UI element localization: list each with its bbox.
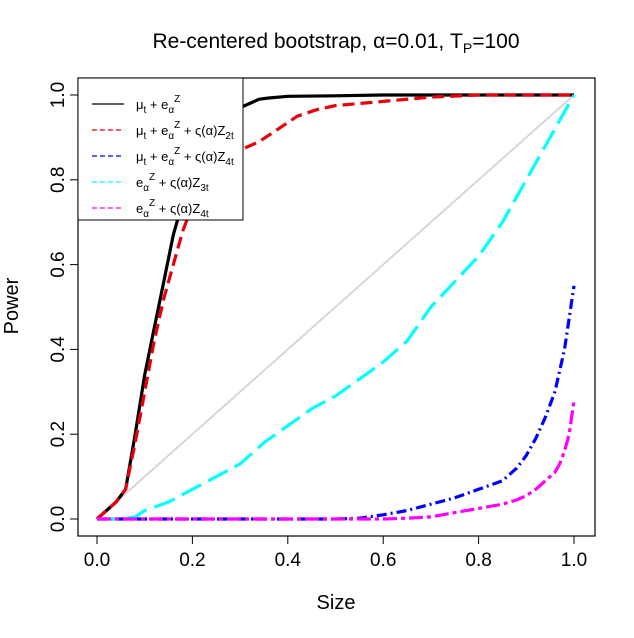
legend-box <box>77 77 244 221</box>
plot-border <box>77 77 596 537</box>
plot-area <box>95 93 576 521</box>
y-tick-label: 0.0 <box>48 506 69 532</box>
title-subscript: P <box>463 40 472 56</box>
y-tick-label: 0.2 <box>48 421 69 447</box>
x-tick-label: 0.0 <box>84 550 110 571</box>
legend-label-1: μt + eαZ <box>136 94 180 116</box>
legend-label-5: eαZ + ς(α)Z4t <box>136 198 209 220</box>
y-tick-label: 1.0 <box>48 82 69 108</box>
x-tick-label: 0.2 <box>179 550 205 571</box>
chart-title: Re-centered bootstrap, α=0.01, TP=100 <box>152 30 519 56</box>
legend-label-3: μt + eαZ + ς(α)Z4t <box>136 146 234 168</box>
legend-label-4: eαZ + ς(α)Z3t <box>136 172 209 194</box>
reference-diagonal-line <box>96 94 575 520</box>
title-alpha-symbol: α <box>373 30 385 53</box>
y-tick-label: 0.6 <box>48 251 69 277</box>
legend: μt + eαZ μt + eαZ + ς(α)Z2t μt + eαZ + ς(α… <box>77 77 244 221</box>
y-tick-label: 0.8 <box>48 167 69 193</box>
series-line-3 <box>97 285 576 521</box>
series-line-4 <box>97 94 576 521</box>
title-prefix: Re-centered bootstrap, <box>152 30 373 53</box>
axes: 0.0 0.2 0.4 0.6 0.8 1.0 0.0 0.2 0.4 0.6 0.8 1.0 <box>48 77 596 571</box>
title-suffix: =100 <box>472 30 519 53</box>
x-tick-label: 0.8 <box>465 550 491 571</box>
x-axis-label: Size <box>317 592 356 614</box>
y-axis-label: Power <box>1 277 23 334</box>
legend-label-2: μt + eαZ + ς(α)Z2t <box>136 120 234 142</box>
x-tick-label: 1.0 <box>561 550 587 571</box>
series-line-5 <box>97 400 576 521</box>
title-alpha-value: =0.01, T <box>385 30 463 53</box>
y-tick-label: 0.4 <box>48 336 69 363</box>
x-tick-label: 0.4 <box>275 550 302 571</box>
x-tick-label: 0.6 <box>370 550 396 571</box>
